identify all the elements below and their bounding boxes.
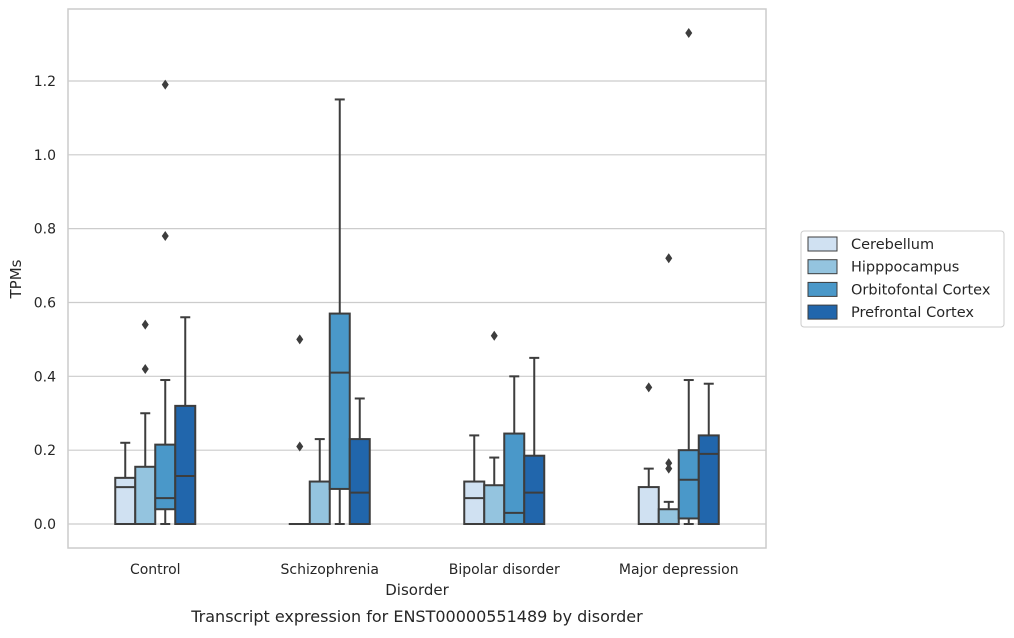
- box-body: [310, 482, 330, 524]
- chart-caption: Transcript expression for ENST0000055148…: [190, 607, 643, 626]
- box-hipppocampus: [659, 253, 679, 524]
- box-prefrontal-cortex: [524, 358, 544, 524]
- box-cerebellum: [464, 435, 484, 524]
- x-tick-label: Control: [130, 562, 181, 578]
- legend-swatch: [808, 305, 837, 319]
- box-body: [699, 435, 719, 524]
- x-tick-label: Major depression: [619, 562, 739, 578]
- box-orbitofontal-cortex: [155, 80, 175, 524]
- legend-swatch: [808, 260, 837, 274]
- outlier-point: [142, 364, 149, 374]
- box-cerebellum: [639, 382, 659, 524]
- box-hipppocampus: [310, 439, 330, 524]
- legend: Cerebellum Hipppocampus Orbitofontal Corte…: [801, 231, 1004, 327]
- y-tick-label: 0.0: [34, 517, 56, 533]
- box-body: [484, 485, 504, 524]
- box-hipppocampus: [484, 331, 504, 524]
- y-tick-label: 0.4: [34, 369, 56, 385]
- outlier-point: [665, 458, 672, 468]
- outlier-point: [142, 320, 149, 330]
- box-body: [135, 467, 155, 524]
- box-prefrontal-cortex: [175, 317, 195, 524]
- box-orbitofontal-cortex: [679, 28, 699, 524]
- box-body: [155, 445, 175, 510]
- legend-swatch: [808, 237, 837, 251]
- x-tick-label: Schizophrenia: [281, 562, 379, 578]
- outlier-point: [645, 382, 652, 392]
- y-tick-label: 1.0: [34, 148, 56, 164]
- box-cerebellum: [115, 443, 135, 524]
- y-tick-label: 1.2: [34, 74, 56, 90]
- legend-label: Cerebellum: [851, 237, 934, 253]
- box-body: [350, 439, 370, 524]
- x-tick-labels: Control Schizophrenia Bipolar disorder Majo…: [130, 562, 739, 578]
- box-body: [330, 314, 350, 489]
- y-axis-label: TPMs: [7, 259, 25, 299]
- box-prefrontal-cortex: [699, 384, 719, 524]
- x-tick-label: Bipolar disorder: [449, 562, 560, 578]
- outlier-point: [296, 334, 303, 344]
- legend-swatch: [808, 282, 837, 296]
- y-tick-label: 0.6: [34, 295, 56, 311]
- outlier-point: [491, 331, 498, 341]
- box-cerebellum: [290, 334, 310, 524]
- y-tick-labels: 0.0 0.2 0.4 0.6 0.8 1.0 1.2: [34, 74, 56, 533]
- x-axis-label: Disorder: [385, 581, 449, 599]
- box-hipppocampus: [135, 320, 155, 524]
- box-body: [115, 478, 135, 524]
- legend-label: Hipppocampus: [851, 260, 959, 276]
- box-body: [175, 406, 195, 524]
- outlier-point: [685, 28, 692, 38]
- box-body: [659, 509, 679, 524]
- y-tick-label: 0.2: [34, 443, 56, 459]
- y-tick-label: 0.8: [34, 222, 56, 238]
- legend-label: Orbitofontal Cortex: [851, 282, 991, 298]
- box-body: [679, 450, 699, 518]
- box-body: [464, 482, 484, 524]
- box-body: [639, 487, 659, 524]
- box-body: [524, 456, 544, 524]
- box-orbitofontal-cortex: [504, 376, 524, 524]
- box-prefrontal-cortex: [350, 398, 370, 524]
- legend-label: Prefrontal Cortex: [851, 305, 974, 321]
- outlier-point: [162, 231, 169, 241]
- outlier-point: [665, 253, 672, 263]
- box-orbitofontal-cortex: [330, 99, 350, 524]
- box-body: [504, 434, 524, 524]
